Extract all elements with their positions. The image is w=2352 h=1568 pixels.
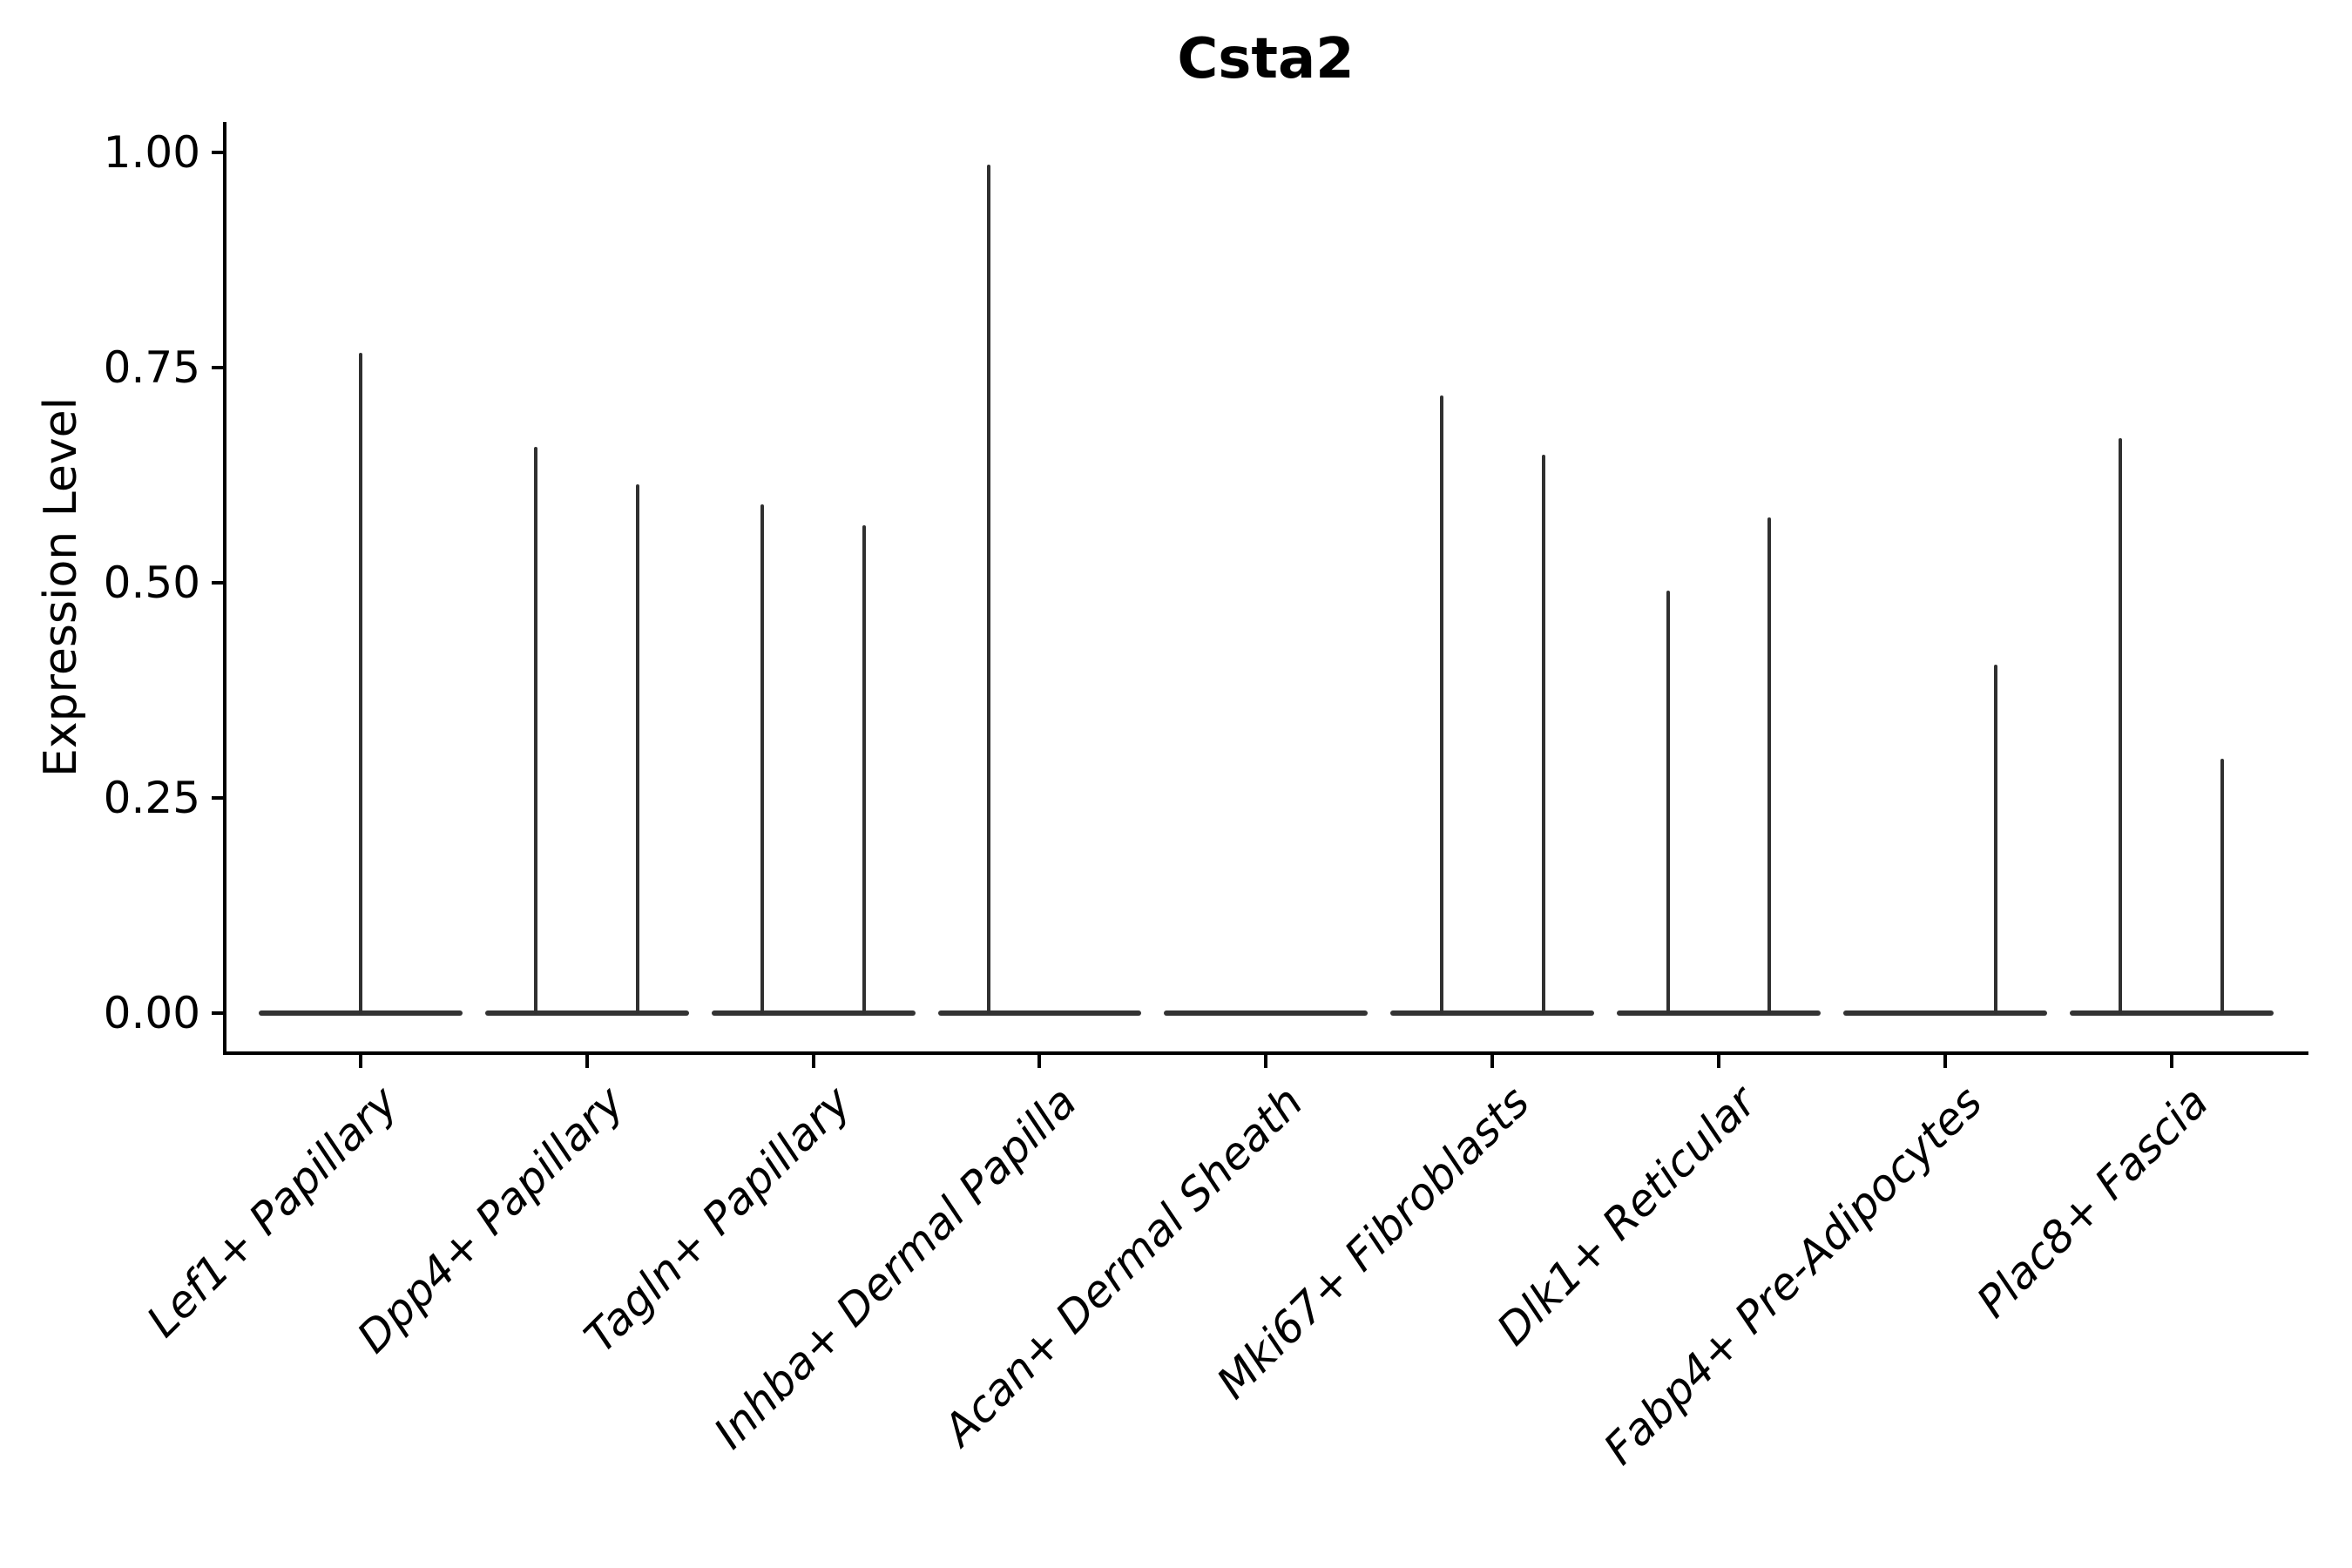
violin-base	[1390, 1010, 1595, 1016]
x-tick-label: Lef1+ Papillary	[137, 1076, 408, 1348]
violin-spike	[1541, 454, 1545, 1014]
x-tick-mark	[1943, 1053, 1947, 1068]
plot-title: Csta2	[1177, 27, 1355, 91]
violin-spike	[534, 446, 538, 1014]
y-tick-label: 0.75	[103, 342, 200, 393]
violin-spike	[1994, 664, 1998, 1014]
violin-spike	[2119, 438, 2123, 1014]
violin-spike	[2220, 758, 2225, 1014]
y-axis-label: Expression Level	[35, 396, 87, 778]
x-tick-mark	[2169, 1053, 2173, 1068]
y-tick-label: 0.00	[103, 988, 200, 1038]
violin-spike	[1767, 517, 1772, 1014]
violin-spike	[636, 484, 640, 1014]
x-tick-mark	[1490, 1053, 1495, 1068]
y-tick-mark	[212, 796, 225, 800]
y-tick-label: 1.00	[103, 127, 200, 178]
y-axis-spine	[223, 122, 226, 1055]
violin-base	[937, 1010, 1142, 1016]
violin-spike	[862, 524, 867, 1014]
violin-spike	[1439, 395, 1443, 1014]
violin-base	[1842, 1010, 2047, 1016]
x-tick-label: Plac8+ Fascia	[1967, 1076, 2219, 1328]
violin-spike	[987, 164, 991, 1014]
y-tick-label: 0.25	[103, 773, 200, 823]
violin-base	[1164, 1010, 1369, 1016]
y-tick-mark	[212, 581, 225, 585]
violin-base	[1617, 1010, 1821, 1016]
x-tick-label: Inhba+ Dermal Papilla	[704, 1076, 1087, 1459]
x-tick-mark	[1716, 1053, 1720, 1068]
y-tick-label: 0.50	[103, 558, 200, 608]
violin-spike	[760, 504, 765, 1014]
x-tick-label: Fabp4+ Pre-Adipocytes	[1594, 1076, 1992, 1475]
x-tick-mark	[1264, 1053, 1268, 1068]
x-tick-mark	[359, 1053, 362, 1068]
y-tick-mark	[212, 366, 225, 369]
violin-base	[2069, 1010, 2274, 1016]
violin-base	[484, 1010, 689, 1016]
x-tick-mark	[811, 1053, 815, 1068]
y-tick-mark	[212, 1011, 225, 1015]
x-tick-mark	[585, 1053, 589, 1068]
x-tick-mark	[1037, 1053, 1042, 1068]
violin-spike	[1666, 590, 1670, 1014]
violin-base	[711, 1010, 916, 1016]
y-tick-mark	[212, 151, 225, 154]
violin-spike	[359, 353, 362, 1014]
